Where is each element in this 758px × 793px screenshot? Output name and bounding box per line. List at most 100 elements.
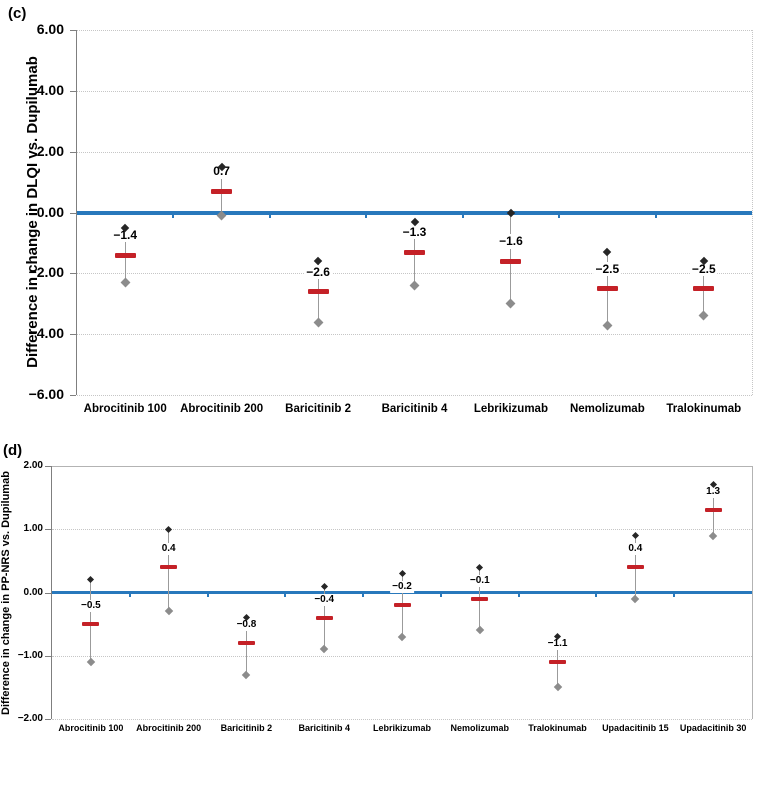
x-axis-tick [362, 593, 365, 597]
estimate-dash [404, 249, 425, 255]
x-axis-tick [128, 593, 131, 597]
category-label-baricitinib-4: Baricitinib 4 [381, 403, 448, 415]
y-tick-label: 4.00 [36, 81, 64, 98]
y-axis-tick [70, 334, 76, 336]
y-tick-label: 0.00 [36, 203, 64, 220]
x-axis-tick [517, 593, 520, 597]
category-label-upadacitinib-30: Upadacitinib 30 [679, 723, 747, 733]
category-label-baricitinib-2: Baricitinib 2 [285, 403, 351, 415]
x-axis-tick [439, 593, 442, 597]
x-axis-tick [365, 213, 368, 218]
y-tick-label: −4.00 [28, 325, 64, 342]
value-label: −0.5 [79, 600, 103, 613]
lower-ci-diamond [409, 280, 420, 291]
plot-right-border [752, 466, 753, 719]
y-tick-label: 0.00 [23, 586, 43, 598]
y-axis-tick [45, 592, 51, 594]
y-axis-tick [45, 466, 51, 467]
category-label-baricitinib-2: Baricitinib 2 [220, 723, 273, 733]
estimate-dash [160, 565, 178, 570]
estimate-dash [549, 660, 567, 665]
estimate-dash [500, 258, 522, 264]
x-axis-tick [284, 593, 287, 597]
lower-ci-diamond [86, 657, 96, 667]
y-tick-label: 6.00 [36, 21, 64, 37]
value-label: 1.3 [704, 486, 723, 499]
y-tick-label: 1.00 [23, 523, 43, 535]
x-axis-tick [654, 213, 657, 218]
estimate-dash [393, 603, 411, 608]
panel-c-plot-area: 6.00 4.00 2.00 0.00 −2.00 −4.00 −6.00 −1.4 Abroc… [29, 21, 753, 415]
value-label: −1.3 [400, 225, 429, 240]
lower-ci-diamond [120, 277, 131, 288]
gridline [77, 395, 752, 396]
x-axis-tick [558, 213, 561, 218]
category-label-tralokinumab: Tralokinumab [528, 723, 587, 733]
estimate-dash [693, 286, 715, 292]
panel-d-plot-area: 2.00 1.00 0.00 −1.00 −2.00 −0.5 Abrocitinib 10… [18, 460, 753, 733]
zero-reference-line [77, 210, 752, 215]
value-label: −1.1 [545, 638, 570, 651]
estimate-dash [114, 252, 136, 258]
lower-ci-diamond [631, 594, 640, 604]
value-label: −0.8 [234, 619, 259, 632]
category-label-abrocitinib-100: Abrocitinib 100 [83, 403, 167, 415]
y-axis-tick [70, 90, 76, 92]
category-label-lebrikizumab: Lebrikizumab [473, 403, 548, 415]
value-label: −2.5 [689, 261, 718, 276]
upper-ci-diamond [476, 563, 484, 571]
gridline [52, 529, 752, 531]
y-axis-tick [70, 273, 76, 275]
y-axis-tick [70, 395, 76, 396]
ci-whisker [168, 529, 170, 612]
lower-ci-diamond [475, 626, 485, 635]
upper-ci-diamond [87, 576, 95, 584]
x-axis-tick [268, 213, 271, 218]
lower-ci-diamond [397, 632, 407, 642]
y-axis-tick [70, 30, 76, 31]
category-label-baricitinib-4: Baricitinib 4 [298, 723, 350, 733]
x-axis-tick [172, 213, 175, 218]
y-tick-label: 2.00 [23, 460, 43, 471]
category-label-abrocitinib-200: Abrocitinib 200 [136, 723, 202, 733]
lower-ci-diamond [313, 317, 324, 327]
value-label: −1.6 [497, 234, 525, 249]
lower-ci-diamond [602, 320, 613, 330]
gridline [77, 151, 752, 153]
y-tick-label: −6.00 [28, 386, 64, 402]
y-axis-tick [45, 719, 51, 720]
category-label-tralokinumab: Tralokinumab [666, 403, 742, 415]
upper-ci-diamond [165, 525, 173, 533]
gridline [77, 30, 752, 31]
estimate-dash [82, 622, 100, 627]
y-tick-label: −2.00 [17, 713, 43, 724]
estimate-dash [315, 615, 333, 620]
x-axis-tick [461, 213, 464, 218]
y-axis-tick [70, 212, 76, 214]
y-axis-line [51, 466, 52, 719]
estimate-dash [626, 565, 644, 570]
category-label-abrocitinib-100: Abrocitinib 100 [58, 723, 124, 733]
gridline [52, 719, 752, 720]
category-label-nemolizumab: Nemolizumab [450, 723, 510, 733]
gridline [52, 466, 752, 467]
x-axis-tick [206, 593, 209, 597]
lower-ci-diamond [553, 683, 562, 692]
value-label: 0.4 [626, 543, 645, 556]
x-axis-tick [595, 593, 598, 597]
estimate-dash [237, 641, 255, 646]
category-label-nemolizumab: Nemolizumab [569, 403, 645, 415]
value-label: −0.4 [312, 593, 337, 606]
y-tick-label: −1.00 [17, 649, 43, 661]
lower-ci-diamond [242, 670, 251, 679]
ci-whisker [90, 579, 92, 663]
plot-right-border [752, 30, 753, 395]
estimate-dash [211, 188, 233, 194]
category-label-upadacitinib-15: Upadacitinib 15 [602, 723, 669, 733]
value-label: −2.5 [593, 261, 622, 276]
lower-ci-diamond [698, 310, 709, 321]
panel-d-label: (d) [3, 442, 23, 459]
upper-ci-diamond [320, 582, 328, 590]
category-label-abrocitinib-200: Abrocitinib 200 [180, 403, 264, 415]
lower-ci-diamond [164, 607, 173, 616]
